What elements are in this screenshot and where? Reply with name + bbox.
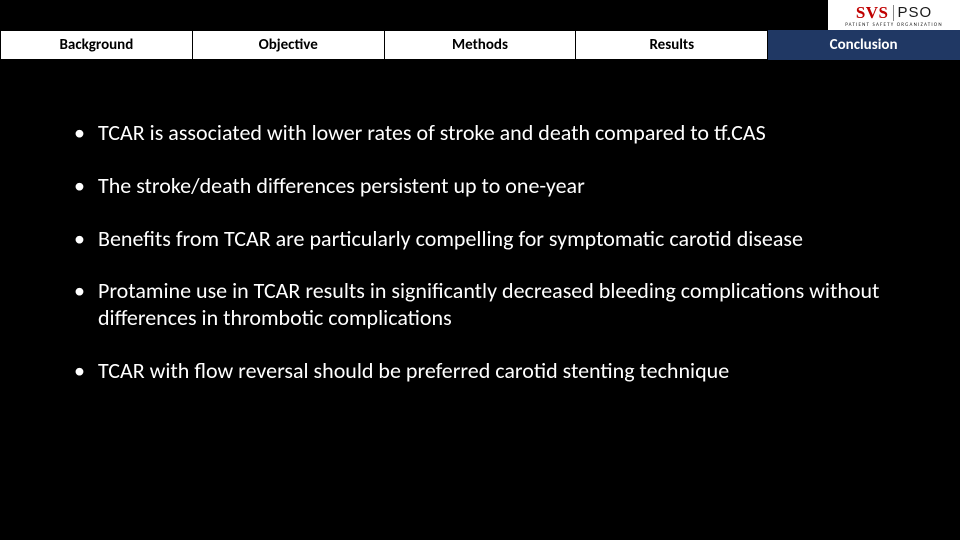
- tab-conclusion[interactable]: Conclusion: [768, 30, 960, 60]
- conclusion-bullets: TCAR is associated with lower rates of s…: [72, 120, 920, 385]
- brand-logo: SVS PSO PATIENT SAFETY ORGANIZATION: [828, 0, 960, 30]
- tab-background[interactable]: Background: [0, 30, 193, 60]
- bullet-item: TCAR with flow reversal should be prefer…: [72, 358, 920, 385]
- brand-logo-row: SVS PSO: [856, 3, 932, 23]
- slide-content: TCAR is associated with lower rates of s…: [72, 120, 920, 411]
- brand-logo-left: SVS: [856, 3, 889, 23]
- bullet-item: Protamine use in TCAR results in signifi…: [72, 278, 920, 332]
- brand-logo-subtitle: PATIENT SAFETY ORGANIZATION: [845, 22, 943, 28]
- tab-results[interactable]: Results: [576, 30, 768, 60]
- section-tabs: Background Objective Methods Results Con…: [0, 30, 960, 60]
- bullet-item: Benefits from TCAR are particularly comp…: [72, 226, 920, 253]
- tab-methods[interactable]: Methods: [385, 30, 577, 60]
- bullet-item: The stroke/death differences persistent …: [72, 173, 920, 200]
- tab-objective[interactable]: Objective: [193, 30, 385, 60]
- tab-label: Methods: [452, 36, 508, 54]
- tab-label: Background: [60, 36, 134, 54]
- tab-label: Results: [649, 36, 694, 54]
- tab-label: Conclusion: [830, 36, 898, 54]
- brand-logo-separator: [893, 5, 894, 21]
- bullet-item: TCAR is associated with lower rates of s…: [72, 120, 920, 147]
- tab-label: Objective: [259, 36, 318, 54]
- brand-logo-right: PSO: [898, 4, 933, 21]
